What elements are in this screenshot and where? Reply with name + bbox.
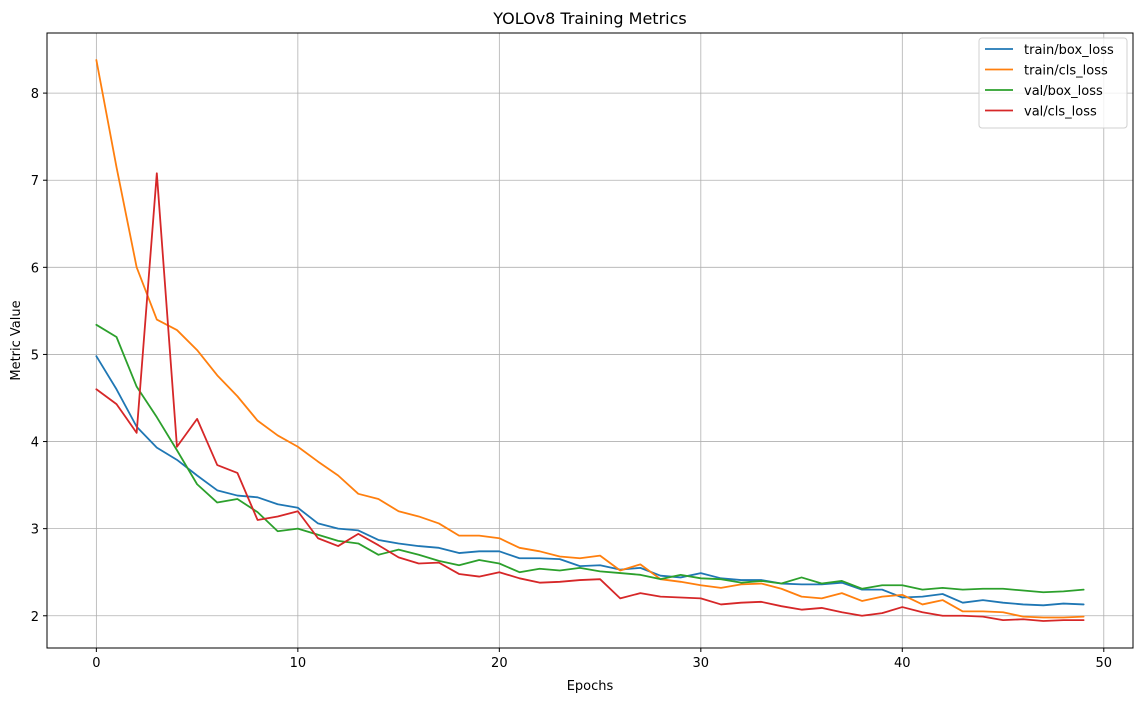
legend-label-val-cls-loss: val/cls_loss xyxy=(1024,105,1097,120)
y-tick-label: 5 xyxy=(31,348,39,363)
y-axis-title: Metric Value xyxy=(9,300,24,380)
series-line-val-box-loss xyxy=(95,323,1085,594)
series-line-train-cls-loss xyxy=(95,59,1085,619)
x-tick-label: 10 xyxy=(290,656,307,671)
y-tick-label: 8 xyxy=(31,87,39,102)
series-line-train-box-loss xyxy=(95,355,1085,607)
y-tick-label: 3 xyxy=(31,523,39,538)
x-tick-label: 20 xyxy=(491,656,508,671)
y-tick-label: 6 xyxy=(31,261,39,276)
legend-label-train-box-loss: train/box_loss xyxy=(1024,43,1114,58)
legend-label-val-box-loss: val/box_loss xyxy=(1024,84,1103,99)
x-axis: 0 10 20 30 40 50 xyxy=(92,648,1112,671)
legend: train/box_loss train/cls_loss val/box_loss… xyxy=(978,37,1128,129)
plot-frame xyxy=(46,32,1134,649)
x-tick-label: 50 xyxy=(1096,656,1113,671)
y-tick-label: 2 xyxy=(31,610,39,625)
series-lines xyxy=(95,59,1085,622)
legend-label-train-cls-loss: train/cls_loss xyxy=(1024,64,1108,79)
x-axis-title: Epochs xyxy=(567,679,614,694)
series-line-val-cls-loss xyxy=(95,172,1085,622)
x-tick-label: 40 xyxy=(894,656,911,671)
y-tick-label: 4 xyxy=(31,436,39,451)
y-axis: 2 3 4 5 6 7 8 xyxy=(31,87,47,625)
grid xyxy=(47,33,1133,648)
legend-box xyxy=(978,37,1128,129)
x-tick-label: 30 xyxy=(693,656,710,671)
x-tick-label: 0 xyxy=(92,656,100,671)
y-tick-label: 7 xyxy=(31,174,39,189)
chart-title: YOLOv8 Training Metrics xyxy=(492,9,686,28)
